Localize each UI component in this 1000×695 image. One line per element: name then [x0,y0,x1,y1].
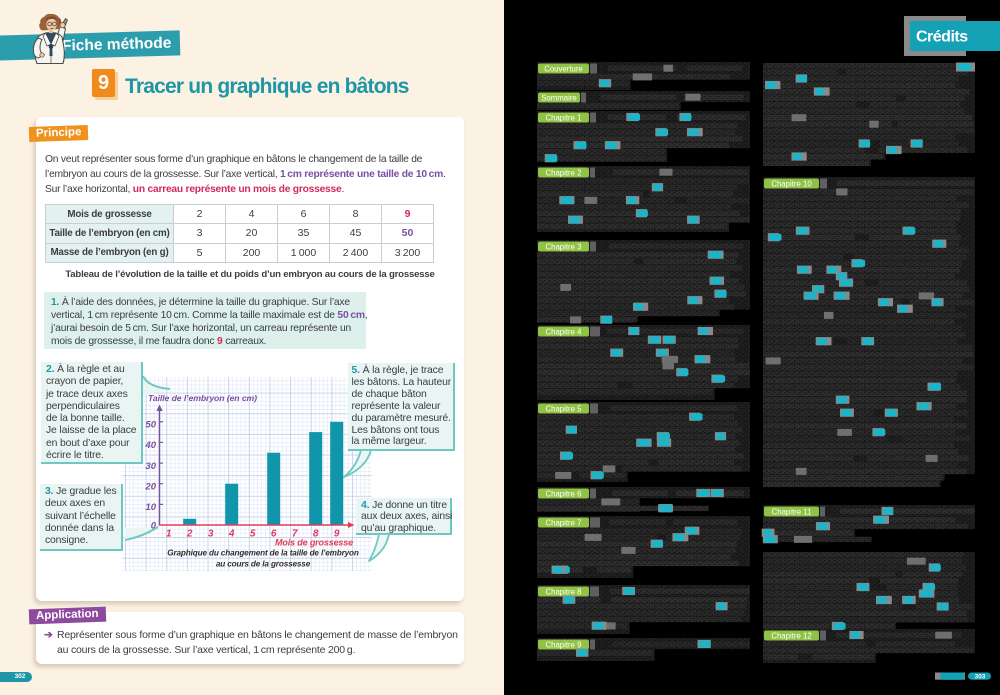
svg-text:Chapitre 8: Chapitre 8 [546,587,582,596]
svg-text:Couverture: Couverture [544,64,583,73]
svg-text:Chapitre 2: Chapitre 2 [546,168,582,177]
svg-text:303: 303 [975,673,986,680]
svg-text:Chapitre 1: Chapitre 1 [546,113,582,122]
svg-text:Crédits: Crédits [916,29,968,46]
svg-text:Chapitre 3: Chapitre 3 [546,242,582,251]
svg-text:Chapitre 12: Chapitre 12 [771,631,811,640]
svg-text:Chapitre 10: Chapitre 10 [771,179,812,188]
svg-text:Chapitre 6: Chapitre 6 [546,489,582,498]
svg-text:Chapitre 7: Chapitre 7 [546,518,582,527]
svg-text:Chapitre 9: Chapitre 9 [546,640,582,649]
svg-text:Chapitre 11: Chapitre 11 [772,507,812,516]
svg-text:Chapitre 5: Chapitre 5 [546,404,583,413]
svg-text:Chapitre 4: Chapitre 4 [546,327,583,336]
svg-text:Sommaire: Sommaire [541,93,577,102]
